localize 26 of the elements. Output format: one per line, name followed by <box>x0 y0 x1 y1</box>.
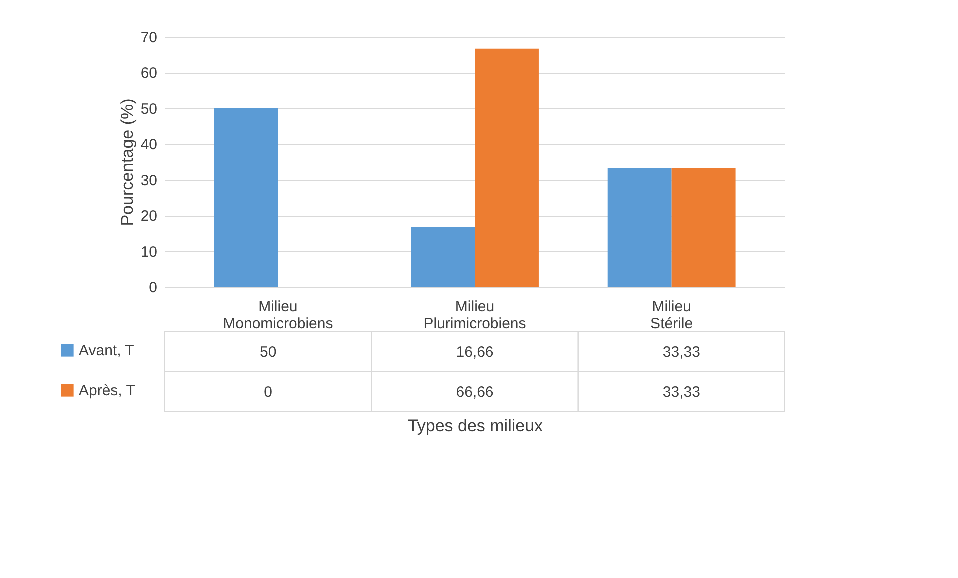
y-tick-label: 60 <box>140 65 158 82</box>
y-tick-label: 10 <box>140 244 158 261</box>
y-tick-label: 30 <box>140 172 158 190</box>
x-tick-label: Milieu Stérile <box>650 298 694 332</box>
bar <box>608 168 672 287</box>
bar <box>214 108 278 287</box>
x-tick-label: Milieu Monomicrobiens <box>223 298 334 332</box>
bar <box>672 168 736 287</box>
x-axis-title: Types des milieux <box>408 416 544 436</box>
y-tick-label: 40 <box>140 136 158 154</box>
legend-label: Avant, T <box>79 342 134 360</box>
data-label: 33,33 <box>662 384 700 401</box>
y-tick-label: 50 <box>140 100 158 118</box>
y-tick-label: 0 <box>149 280 158 296</box>
data-label: 16,66 <box>456 344 494 361</box>
y-tick-label: 20 <box>140 208 158 226</box>
legend-label: Après, T <box>79 382 136 400</box>
x-tick-label: Milieu Plurimicrobiens <box>424 298 526 332</box>
y-tick-label: 70 <box>140 30 158 46</box>
data-label: 66,66 <box>456 384 494 401</box>
y-axis-title: Pourcentage (%) <box>118 98 137 226</box>
bar <box>411 228 475 287</box>
data-label: 33,33 <box>662 344 700 361</box>
data-label: 50 <box>260 344 277 361</box>
data-label: 0 <box>264 384 273 401</box>
bar <box>475 48 539 287</box>
